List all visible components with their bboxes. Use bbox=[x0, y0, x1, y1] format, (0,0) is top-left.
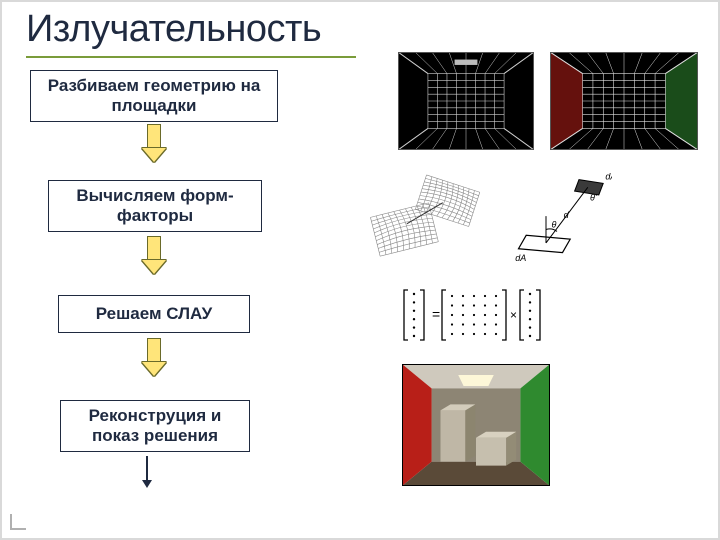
step-label: Разбиваем геометрию наплощадки bbox=[48, 76, 261, 115]
title-underline bbox=[26, 56, 356, 58]
step-label: Вычисляем форм-факторы bbox=[76, 186, 233, 225]
step-label: Решаем СЛАУ bbox=[96, 304, 213, 324]
step-box-reconstruct: Реконструция ипоказ решения bbox=[60, 400, 250, 452]
step-box-patches: Разбиваем геометрию наплощадки bbox=[30, 70, 278, 122]
illustration-patch-surfaces bbox=[366, 170, 486, 266]
svg-text:=: = bbox=[432, 306, 440, 322]
step-box-formfactors: Вычисляем форм-факторы bbox=[48, 180, 262, 232]
svg-text:θ': θ' bbox=[590, 193, 597, 203]
illustration-rendered-cornell-box bbox=[402, 364, 550, 486]
step-box-solve: Решаем СЛАУ bbox=[58, 295, 250, 333]
illustration-wireframe-box-1 bbox=[398, 52, 534, 150]
svg-text:d: d bbox=[564, 210, 570, 220]
svg-text:θ: θ bbox=[552, 220, 557, 230]
illustration-wireframe-box-2 bbox=[550, 52, 698, 150]
svg-text:×: × bbox=[510, 308, 517, 322]
flow-arrow bbox=[142, 338, 166, 376]
svg-text:dA: dA bbox=[515, 253, 526, 263]
illustration-matrix-equation: =× bbox=[398, 286, 558, 344]
flow-arrow bbox=[142, 456, 152, 488]
illustration-formfactor-diagram: dA' dA dθ θ' bbox=[502, 170, 612, 266]
svg-text:dA': dA' bbox=[605, 172, 612, 182]
slide-title: Излучательность bbox=[26, 8, 321, 51]
flow-arrow bbox=[142, 124, 166, 162]
step-label: Реконструция ипоказ решения bbox=[89, 406, 222, 445]
flow-arrow bbox=[142, 236, 166, 274]
slide-frame: Излучательность Разбиваем геометрию напл… bbox=[0, 0, 720, 540]
